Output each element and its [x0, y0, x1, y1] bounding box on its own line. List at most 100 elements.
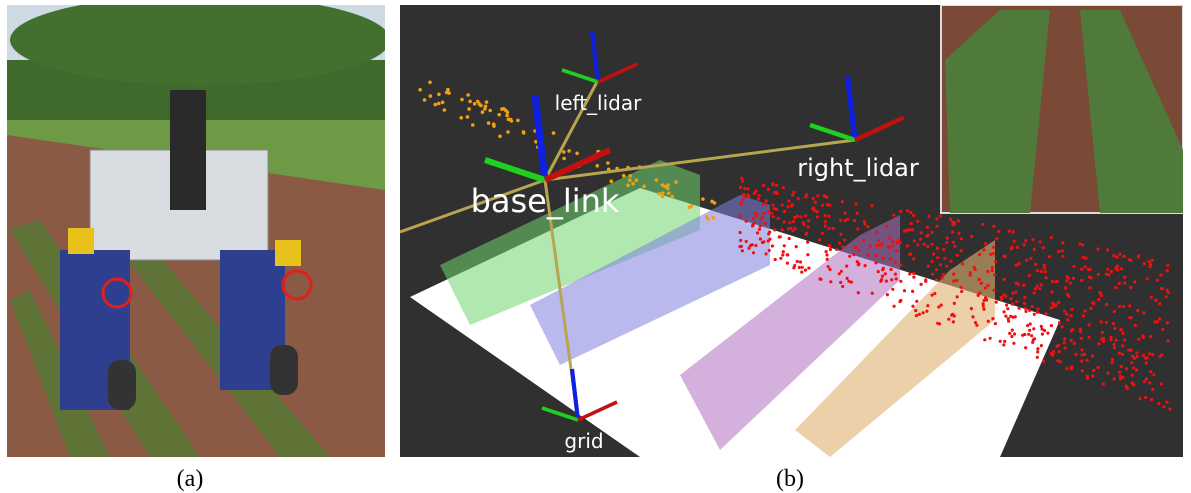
lidar-point: [782, 186, 785, 189]
lidar-point: [779, 257, 782, 260]
lidar-point: [845, 265, 848, 268]
lidar-point: [510, 119, 514, 123]
lidar-point: [1070, 339, 1073, 342]
lidar-point: [947, 318, 950, 321]
lidar-point: [911, 305, 914, 308]
lidar-point: [1008, 230, 1011, 233]
caption: (b): [776, 466, 804, 492]
lidar-point: [1042, 246, 1045, 249]
lidar-point: [1012, 230, 1015, 233]
lidar-point: [936, 256, 939, 259]
lidar-point: [910, 222, 913, 225]
lidar-point: [995, 301, 998, 304]
lidar-point: [807, 267, 810, 270]
lidar-point: [804, 214, 807, 217]
lidar-point: [1058, 350, 1061, 353]
lidar-point: [1122, 255, 1125, 258]
lidar-point: [575, 152, 579, 156]
lidar-point: [1150, 398, 1153, 401]
lidar-point: [978, 291, 981, 294]
lidar-point: [838, 272, 841, 275]
lidar-point: [1040, 344, 1043, 347]
lidar-point: [931, 294, 934, 297]
lidar-point: [1105, 321, 1108, 324]
lidar-point: [978, 278, 981, 281]
lidar-point: [795, 245, 798, 248]
lidar-point: [552, 131, 556, 135]
lidar-point: [762, 240, 765, 243]
lidar-point: [1151, 259, 1154, 262]
lidar-point: [754, 244, 757, 247]
lidar-point: [443, 108, 447, 112]
lidar-point: [825, 250, 828, 253]
lidar-point: [740, 177, 743, 180]
lidar-point: [1080, 268, 1083, 271]
lidar-point: [1118, 370, 1121, 373]
lidar-point: [870, 204, 873, 207]
lidar-point: [1154, 320, 1157, 323]
lidar-point: [1010, 247, 1013, 250]
lidar-point: [1121, 353, 1124, 356]
lidar-point: [783, 210, 786, 213]
lidar-point: [960, 237, 963, 240]
lidar-point: [1136, 355, 1139, 358]
lidar-point: [930, 260, 933, 263]
lidar-point: [485, 100, 489, 104]
lidar-point: [761, 203, 764, 206]
lidar-point: [912, 257, 915, 260]
lidar-point: [1119, 328, 1122, 331]
lidar-point: [1116, 268, 1119, 271]
lidar-point: [1033, 291, 1036, 294]
lidar-point: [922, 311, 925, 314]
lidar-point: [920, 283, 923, 286]
wheel: [108, 360, 136, 410]
lidar-point: [939, 263, 942, 266]
lidar-point: [1061, 249, 1064, 252]
lidar-point: [1011, 303, 1014, 306]
frame-label: right_lidar: [797, 154, 919, 182]
lidar-point: [992, 246, 995, 249]
lidar-point: [994, 322, 997, 325]
lidar-point: [867, 253, 870, 256]
lidar-point: [857, 249, 860, 252]
lidar-point: [827, 215, 830, 218]
lidar-point: [1081, 348, 1084, 351]
lidar-point: [952, 223, 955, 226]
lidar-point: [1063, 338, 1066, 341]
lidar-point: [992, 225, 995, 228]
lidar-point: [479, 104, 483, 108]
lidar-point: [522, 131, 526, 135]
lidar-point: [628, 178, 632, 182]
lidar-point: [839, 219, 842, 222]
lidar-point: [1132, 366, 1135, 369]
lidar-point: [760, 218, 763, 221]
lidar-point: [895, 277, 898, 280]
lidar-point: [1165, 295, 1168, 298]
lidar-point: [749, 244, 752, 247]
lidar-point: [1035, 285, 1038, 288]
lidar-point: [840, 270, 843, 273]
lidar-point: [1024, 307, 1027, 310]
lidar-point: [1122, 332, 1125, 335]
lidar-point: [775, 191, 778, 194]
lidar-point: [1041, 333, 1044, 336]
lidar-point: [997, 230, 1000, 233]
lidar-point: [924, 278, 927, 281]
lidar-point: [1004, 295, 1007, 298]
lidar-point: [1139, 397, 1142, 400]
lidar-point: [881, 268, 884, 271]
lidar-point: [908, 253, 911, 256]
lidar-point: [1024, 239, 1027, 242]
lidar-point: [926, 226, 929, 229]
lidar-point: [866, 225, 869, 228]
lidar-point: [983, 338, 986, 341]
lidar-point: [982, 248, 985, 251]
lidar-point: [667, 191, 671, 195]
lidar-point: [970, 235, 973, 238]
lidar-point: [1118, 352, 1121, 355]
lidar-point: [826, 258, 829, 261]
lidar-point: [774, 258, 777, 261]
lidar-point: [1110, 270, 1113, 273]
lidar-point: [768, 249, 771, 252]
lidar-point: [956, 254, 959, 257]
